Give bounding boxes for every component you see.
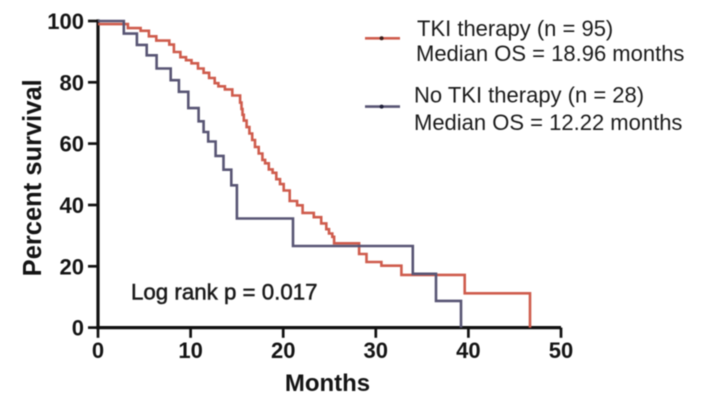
svg-text:0: 0 xyxy=(72,316,84,341)
svg-text:60: 60 xyxy=(60,132,84,157)
svg-text:Median OS = 18.96 months: Median OS = 18.96 months xyxy=(416,41,684,66)
svg-text:40: 40 xyxy=(60,193,84,218)
svg-text:Months: Months xyxy=(285,370,370,397)
svg-text:50: 50 xyxy=(549,338,573,363)
svg-text:40: 40 xyxy=(456,338,480,363)
svg-text:Percent survival: Percent survival xyxy=(19,79,47,276)
svg-text:80: 80 xyxy=(60,70,84,95)
svg-text:20: 20 xyxy=(60,254,84,279)
svg-text:100: 100 xyxy=(47,9,84,34)
svg-text:0: 0 xyxy=(92,338,104,363)
svg-text:10: 10 xyxy=(178,338,202,363)
svg-text:No TKI therapy (n = 28): No TKI therapy (n = 28) xyxy=(414,83,644,108)
svg-text:30: 30 xyxy=(364,338,388,363)
svg-text:Median OS = 12.22 months: Median OS = 12.22 months xyxy=(414,110,682,135)
svg-text:20: 20 xyxy=(271,338,295,363)
svg-text:Log rank p = 0.017: Log rank p = 0.017 xyxy=(131,280,318,305)
svg-text:TKI therapy (n = 95): TKI therapy (n = 95) xyxy=(417,16,613,41)
